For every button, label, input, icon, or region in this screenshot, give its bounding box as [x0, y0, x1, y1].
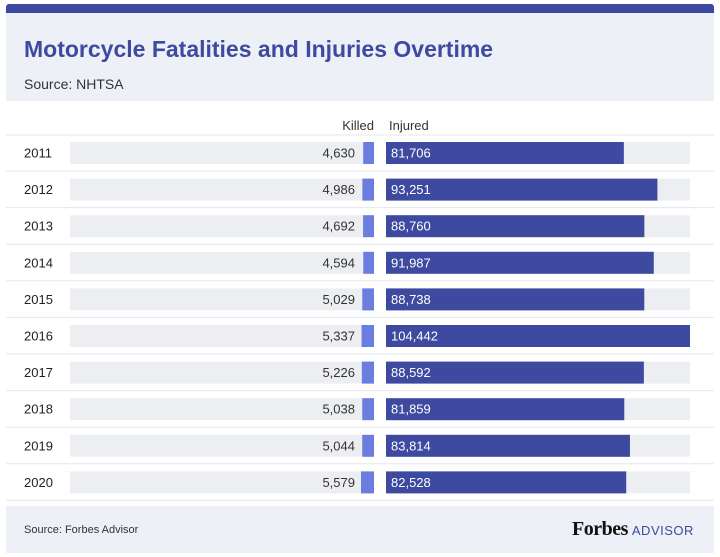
injured-value-label: 88,592 [391, 365, 431, 380]
year-label: 2020 [24, 475, 53, 490]
killed-bar-track [70, 215, 374, 238]
year-label: 2017 [24, 365, 53, 380]
killed-bar [362, 434, 374, 457]
injured-bar [386, 215, 645, 238]
killed-bar [362, 398, 374, 421]
year-label: 2012 [24, 182, 53, 197]
killed-value-label: 4,986 [322, 182, 355, 197]
injured-value-label: 88,738 [391, 292, 431, 307]
killed-bar [363, 215, 374, 238]
killed-value-label: 5,579 [322, 475, 355, 490]
legend-killed: Killed [342, 118, 374, 133]
brand-subtitle: ADVISOR [631, 523, 694, 538]
injured-bar [386, 434, 630, 457]
killed-bar-track [70, 471, 374, 494]
legend-injured: Injured [389, 118, 429, 133]
killed-value-label: 5,044 [322, 438, 355, 453]
forbes-advisor-logo: Forbes ADVISOR [572, 518, 694, 541]
year-label: 2018 [24, 402, 53, 417]
chart-footer: Source: Forbes Advisor Forbes ADVISOR [6, 506, 714, 553]
injured-bar [386, 288, 645, 311]
accent-bar [6, 4, 714, 13]
year-label: 2016 [24, 329, 53, 344]
injured-value-label: 81,706 [391, 146, 431, 161]
injured-bar [386, 361, 644, 384]
killed-bar-track [70, 434, 374, 457]
year-label: 2014 [24, 255, 53, 270]
bar-chart: Killed Injured 2011 4,630 81,706 2012 4,986 93,… [6, 118, 714, 501]
injured-value-label: 82,528 [391, 475, 431, 490]
killed-bar-track [70, 178, 374, 201]
killed-value-label: 5,029 [322, 292, 355, 307]
killed-bar [362, 178, 374, 201]
killed-bar [361, 325, 374, 347]
killed-bar-track [70, 361, 374, 384]
killed-value-label: 4,594 [322, 255, 355, 270]
injured-value-label: 83,814 [391, 438, 431, 453]
killed-value-label: 4,630 [322, 146, 355, 161]
chart-card: Motorcycle Fatalities and Injuries Overt… [6, 4, 714, 553]
killed-bar-track [70, 398, 374, 421]
injured-bar [386, 325, 690, 347]
killed-bar [361, 471, 374, 494]
injured-value-label: 88,760 [391, 219, 431, 234]
chart-subtitle: Source: NHTSA [24, 76, 124, 92]
killed-bar [363, 251, 374, 274]
killed-bar [362, 288, 374, 311]
killed-value-label: 4,692 [322, 219, 355, 234]
footer-source: Source: Forbes Advisor [24, 524, 139, 536]
killed-bar-track [70, 288, 374, 311]
injured-value-label: 93,251 [391, 182, 431, 197]
chart-header: Motorcycle Fatalities and Injuries Overt… [6, 13, 714, 101]
killed-value-label: 5,038 [322, 402, 355, 417]
injured-value-label: 91,987 [391, 255, 431, 270]
injured-bar [386, 398, 625, 421]
killed-bar [363, 142, 374, 164]
killed-bar-track [70, 142, 374, 164]
year-label: 2013 [24, 219, 53, 234]
killed-value-label: 5,337 [322, 329, 355, 344]
year-label: 2019 [24, 438, 53, 453]
killed-bar [361, 361, 374, 384]
injured-value-label: 104,442 [391, 329, 438, 344]
killed-bar-track [70, 325, 374, 347]
injured-bar [386, 251, 654, 274]
killed-value-label: 5,226 [322, 365, 355, 380]
chart-title: Motorcycle Fatalities and Injuries Overt… [24, 36, 494, 62]
killed-bar-track [70, 251, 374, 274]
year-label: 2015 [24, 292, 53, 307]
year-label: 2011 [24, 146, 52, 161]
brand-name: Forbes [572, 518, 628, 540]
injured-value-label: 81,859 [391, 402, 431, 417]
injured-bar [386, 142, 624, 164]
injured-bar [386, 178, 658, 201]
injured-bar [386, 471, 627, 494]
